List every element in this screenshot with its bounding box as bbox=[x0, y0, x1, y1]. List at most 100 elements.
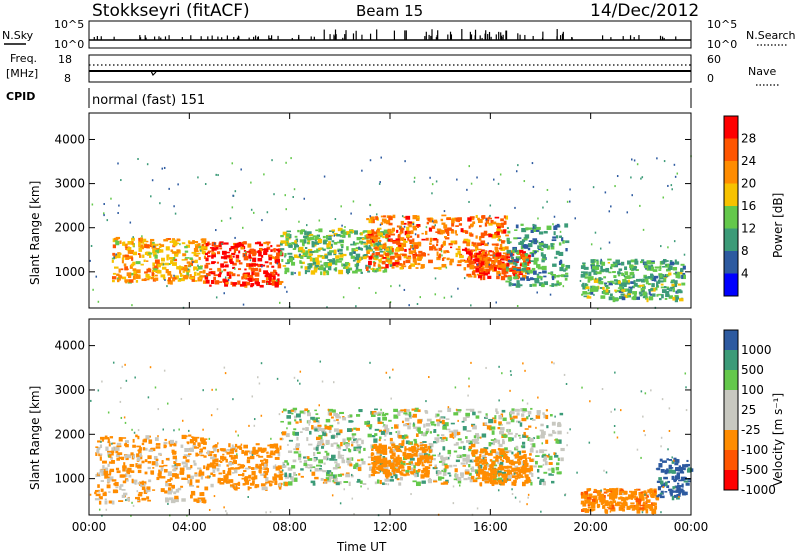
echo-cell bbox=[109, 476, 114, 481]
echo-cell bbox=[146, 260, 149, 262]
echo-cell bbox=[497, 226, 501, 229]
echo-cell bbox=[155, 269, 161, 272]
echo-cell bbox=[417, 241, 422, 245]
echo-cell bbox=[505, 215, 509, 220]
echo-cell bbox=[442, 471, 447, 476]
echo-cell bbox=[652, 503, 657, 506]
echo-cell bbox=[523, 453, 527, 458]
echo-cell bbox=[317, 238, 323, 244]
echo-cell bbox=[297, 379, 299, 382]
echo-cell bbox=[621, 282, 626, 287]
echo-cell bbox=[665, 481, 668, 487]
echo-cell bbox=[118, 275, 123, 279]
echo-cell bbox=[127, 250, 133, 254]
echo-cell bbox=[268, 254, 273, 258]
echo-cell bbox=[488, 442, 492, 447]
echo-cell bbox=[645, 280, 649, 285]
echo-cell bbox=[517, 476, 521, 479]
echo-cell bbox=[204, 183, 207, 186]
echo-cell bbox=[99, 469, 105, 473]
echo-cell bbox=[630, 176, 632, 179]
echo-cell bbox=[118, 268, 121, 273]
echo-cell bbox=[203, 255, 206, 260]
echo-cell bbox=[201, 244, 204, 247]
echo-cell bbox=[439, 229, 443, 234]
echo-cell bbox=[477, 275, 483, 279]
echo-cell bbox=[169, 444, 173, 447]
echo-cell bbox=[289, 257, 294, 262]
echo-cell bbox=[471, 449, 475, 455]
echo-cell bbox=[201, 241, 204, 244]
echo-cell bbox=[329, 259, 333, 262]
echo-cell bbox=[390, 233, 396, 236]
echo-cell bbox=[609, 488, 614, 492]
echo-cell bbox=[641, 280, 646, 283]
echo-cell bbox=[559, 235, 562, 239]
echo-cell bbox=[373, 461, 378, 466]
echo-cell bbox=[303, 235, 308, 239]
echo-cell bbox=[411, 242, 415, 245]
echo-cell bbox=[351, 248, 356, 252]
echo-cell bbox=[622, 505, 626, 509]
echo-cell bbox=[515, 170, 518, 173]
echo-cell bbox=[506, 238, 510, 240]
echo-cell bbox=[624, 501, 628, 504]
echo-cell bbox=[266, 277, 269, 281]
echo-cell bbox=[652, 293, 656, 297]
echo-cell bbox=[369, 159, 372, 162]
echo-cell bbox=[208, 437, 211, 440]
echo-cell bbox=[403, 288, 406, 291]
echo-cell bbox=[446, 428, 451, 431]
echo-cell bbox=[310, 416, 315, 420]
echo-cell bbox=[355, 253, 361, 258]
echo-cell bbox=[362, 230, 365, 234]
echo-cell bbox=[393, 471, 396, 475]
echo-cell bbox=[352, 200, 355, 203]
echo-cell bbox=[680, 290, 683, 294]
echo-cell bbox=[481, 433, 487, 438]
echo-cell bbox=[424, 409, 428, 413]
echo-cell bbox=[99, 444, 103, 449]
echo-cell bbox=[118, 204, 120, 207]
echo-cell bbox=[554, 256, 558, 259]
echo-cell bbox=[456, 264, 462, 267]
echo-cell bbox=[359, 240, 364, 244]
echo-cell bbox=[672, 279, 675, 282]
echo-cell bbox=[477, 410, 482, 414]
echo-cell bbox=[189, 447, 194, 452]
echo-cell bbox=[285, 208, 287, 211]
echo-cell bbox=[538, 271, 542, 274]
echo-cell bbox=[167, 280, 173, 285]
echo-cell bbox=[255, 484, 258, 488]
echo-cell bbox=[441, 461, 446, 466]
echo-cell bbox=[109, 468, 115, 473]
echo-cell bbox=[259, 248, 262, 253]
echo-cell bbox=[136, 445, 141, 448]
echo-cell bbox=[514, 229, 518, 232]
echo-cell bbox=[416, 444, 420, 448]
echo-cell bbox=[402, 439, 405, 442]
echo-cell bbox=[622, 508, 625, 512]
echo-cell bbox=[344, 226, 346, 229]
echo-cell bbox=[279, 473, 284, 475]
echo-cell bbox=[384, 432, 387, 437]
echo-cell bbox=[536, 275, 541, 279]
echo-cell bbox=[375, 216, 379, 220]
echo-cell bbox=[198, 443, 201, 448]
echo-cell bbox=[171, 257, 176, 262]
echo-cell bbox=[500, 258, 505, 261]
echo-cell bbox=[511, 493, 514, 496]
echo-cell bbox=[597, 494, 600, 496]
echo-cell bbox=[114, 257, 117, 259]
echo-cell bbox=[382, 243, 387, 246]
echo-cell bbox=[346, 458, 350, 460]
echo-cell bbox=[336, 444, 340, 448]
echo-cell bbox=[514, 206, 516, 209]
echo-cell bbox=[94, 489, 99, 493]
echo-cell bbox=[498, 443, 503, 447]
echo-cell bbox=[183, 275, 189, 279]
echo-cell bbox=[290, 157, 292, 160]
echo-cell bbox=[643, 262, 647, 265]
echo-cell bbox=[608, 210, 611, 213]
echo-cell bbox=[617, 271, 621, 275]
